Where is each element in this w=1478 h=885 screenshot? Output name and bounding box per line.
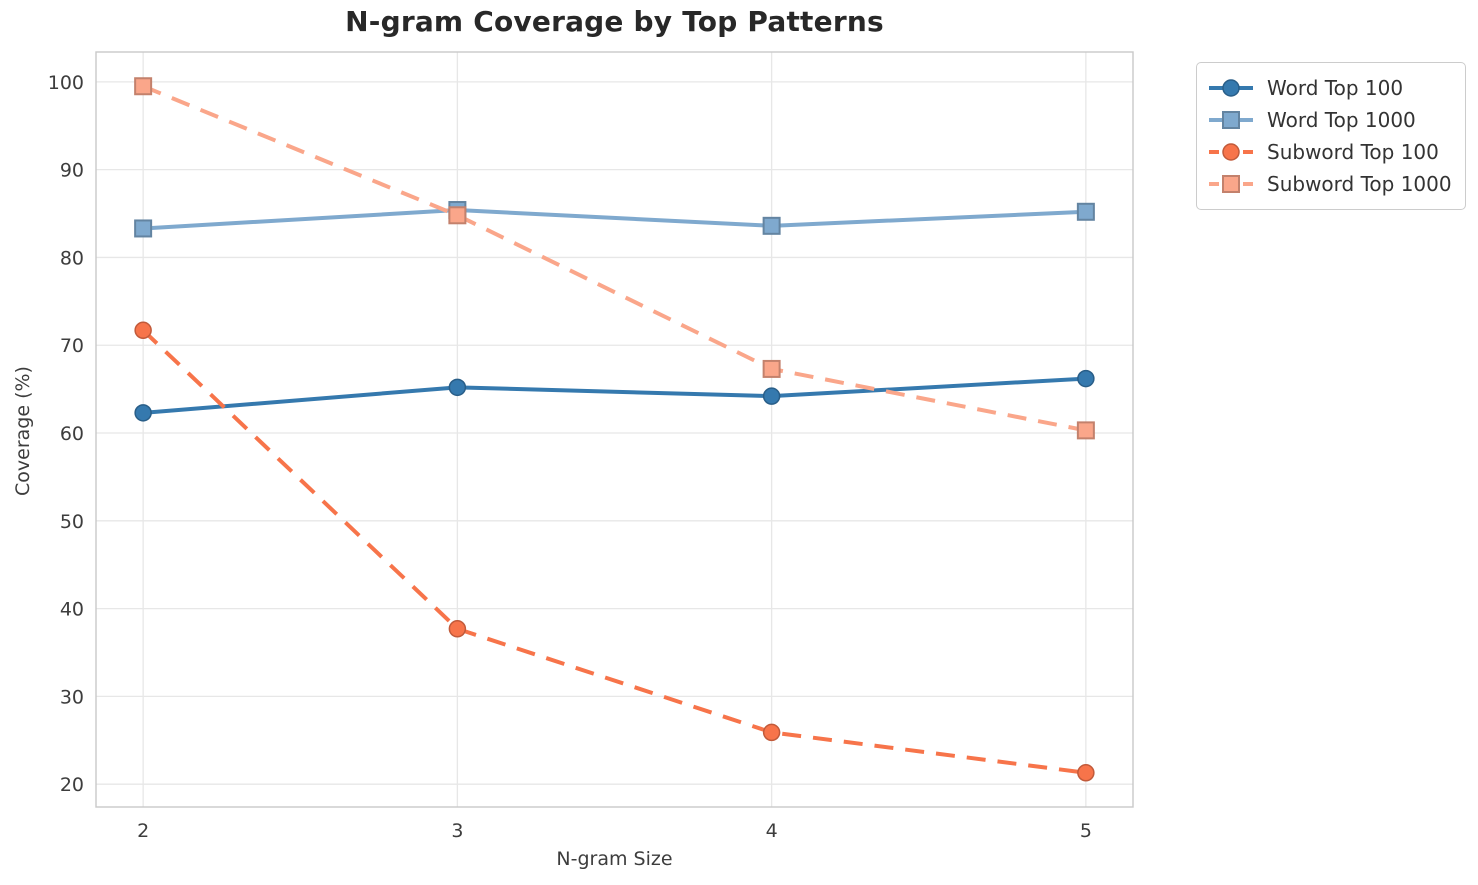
marker-circle xyxy=(134,321,152,340)
series-line-word-top-100 xyxy=(142,376,1086,415)
legend-item-subword-top-1000: Subword Top 1000 xyxy=(1207,168,1453,200)
legend-sample-dashed-circle xyxy=(1209,143,1253,161)
y-tick-label: 50 xyxy=(60,511,84,533)
y-tick-label: 80 xyxy=(60,247,84,269)
legend-item-word-top-1000: Word Top 1000 xyxy=(1207,104,1453,136)
y-tick-label: 30 xyxy=(60,686,84,708)
marker-square xyxy=(134,219,153,238)
marker-square xyxy=(1076,202,1095,221)
marker-circle xyxy=(762,723,781,742)
legend: Word Top 100 Word Top 1000 Subword Top 100… xyxy=(1196,62,1466,210)
marker-square xyxy=(1076,421,1095,440)
marker-circle xyxy=(134,404,152,422)
marker-circle xyxy=(762,387,781,405)
series-line-subword-top-1000 xyxy=(142,84,1087,433)
y-tick-label: 70 xyxy=(60,335,84,357)
x-tick-label: 5 xyxy=(1080,820,1092,842)
legend-label: Subword Top 100 xyxy=(1267,140,1439,164)
y-axis-label: Coverage (%) xyxy=(12,366,34,496)
legend-item-subword-top-100: Subword Top 100 xyxy=(1207,136,1453,168)
legend-item-word-top-100: Word Top 100 xyxy=(1207,72,1453,104)
x-tick-label: 2 xyxy=(137,820,149,842)
legend-sample-dashed-square xyxy=(1209,175,1253,193)
y-tick-label: 60 xyxy=(60,423,84,445)
legend-sample-solid-square xyxy=(1209,111,1253,129)
legend-label: Word Top 100 xyxy=(1267,76,1404,100)
marker-circle xyxy=(448,378,467,397)
marker-circle xyxy=(448,620,467,638)
legend-sample-solid-circle xyxy=(1209,79,1253,97)
marker-square xyxy=(762,359,781,378)
y-tick-label: 20 xyxy=(60,774,84,796)
marker-circle xyxy=(1077,764,1095,782)
marker-square xyxy=(762,216,781,235)
marker-circle xyxy=(1077,369,1095,388)
legend-label: Word Top 1000 xyxy=(1267,108,1416,132)
y-tick-label: 100 xyxy=(48,72,84,94)
chart-title: N-gram Coverage by Top Patterns xyxy=(345,5,884,38)
legend-label: Subword Top 1000 xyxy=(1267,172,1452,196)
marker-square xyxy=(134,77,153,96)
series-line-word-top-1000 xyxy=(143,208,1086,231)
plot-border xyxy=(95,51,1134,808)
y-tick-label: 90 xyxy=(60,160,84,182)
x-tick-label: 4 xyxy=(766,820,778,842)
marker-square xyxy=(448,206,467,225)
x-axis-label: N-gram Size xyxy=(556,848,673,870)
y-tick-label: 40 xyxy=(60,599,84,621)
series-line-subword-top-100 xyxy=(141,328,1087,775)
x-tick-label: 3 xyxy=(451,820,463,842)
